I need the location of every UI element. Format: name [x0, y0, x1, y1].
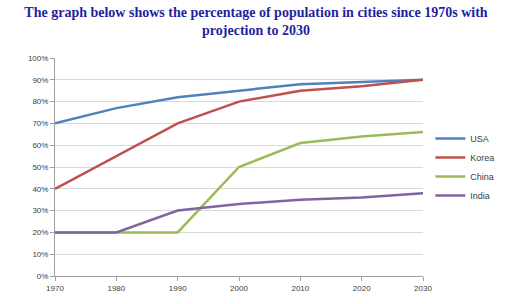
svg-text:1970: 1970 — [46, 284, 64, 293]
svg-text:2010: 2010 — [291, 284, 309, 293]
svg-text:0%: 0% — [37, 272, 49, 281]
svg-text:China: China — [470, 172, 494, 182]
svg-text:2000: 2000 — [230, 284, 248, 293]
svg-text:70%: 70% — [32, 119, 48, 128]
svg-text:100%: 100% — [28, 54, 48, 63]
svg-text:1980: 1980 — [107, 284, 125, 293]
svg-text:1990: 1990 — [169, 284, 187, 293]
svg-text:India: India — [470, 191, 490, 201]
svg-text:60%: 60% — [32, 141, 48, 150]
svg-text:USA: USA — [470, 134, 489, 144]
svg-text:Korea: Korea — [470, 153, 494, 163]
svg-text:80%: 80% — [32, 97, 48, 106]
svg-text:30%: 30% — [32, 206, 48, 215]
svg-text:10%: 10% — [32, 250, 48, 259]
svg-text:50%: 50% — [32, 163, 48, 172]
svg-text:90%: 90% — [32, 76, 48, 85]
svg-text:20%: 20% — [32, 228, 48, 237]
svg-text:40%: 40% — [32, 185, 48, 194]
svg-text:The graph below shows the perc: The graph below shows the percentage of … — [24, 5, 488, 38]
svg-text:2020: 2020 — [353, 284, 371, 293]
svg-text:2030: 2030 — [414, 284, 432, 293]
